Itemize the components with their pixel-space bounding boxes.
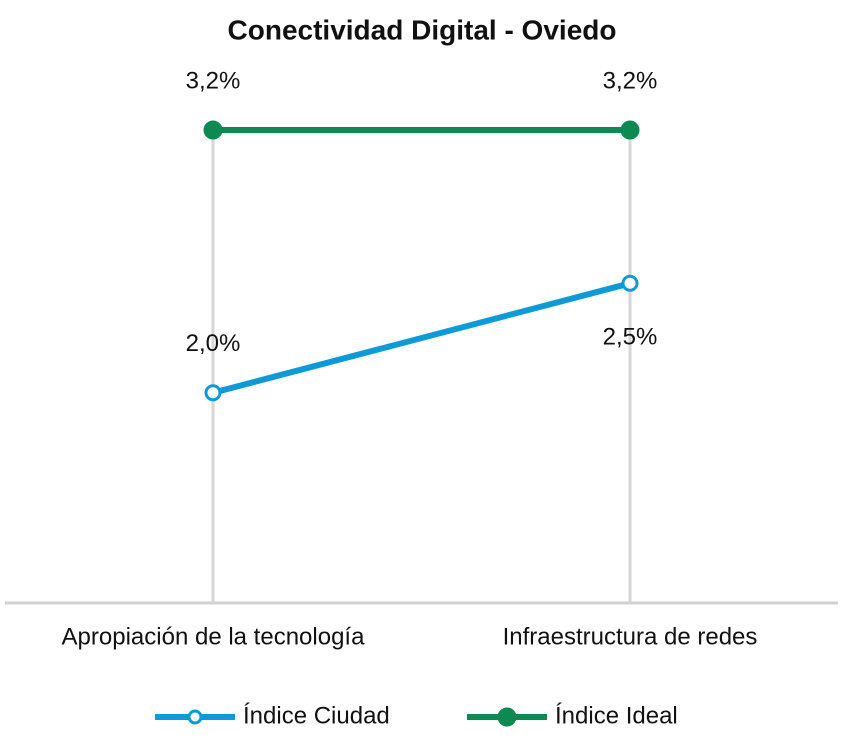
point — [203, 120, 223, 140]
data-label: 3,2% — [186, 67, 241, 94]
data-label: 2,0% — [186, 330, 241, 357]
point — [620, 120, 640, 140]
series-line — [212, 280, 631, 396]
point — [204, 384, 222, 402]
data-label: 3,2% — [603, 67, 658, 94]
legend-label: Índice Ideal — [555, 702, 678, 729]
legend-marker — [187, 709, 203, 725]
x-tick-label: Apropiación de la tecnología — [62, 623, 366, 650]
legend-marker — [497, 707, 517, 727]
chart-title: Conectividad Digital - Oviedo — [228, 14, 617, 45]
data-label: 2,5% — [603, 324, 658, 351]
x-tick-label: Infraestructura de redes — [503, 623, 758, 650]
point — [621, 274, 639, 292]
legend-label: Índice Ciudad — [243, 702, 390, 729]
